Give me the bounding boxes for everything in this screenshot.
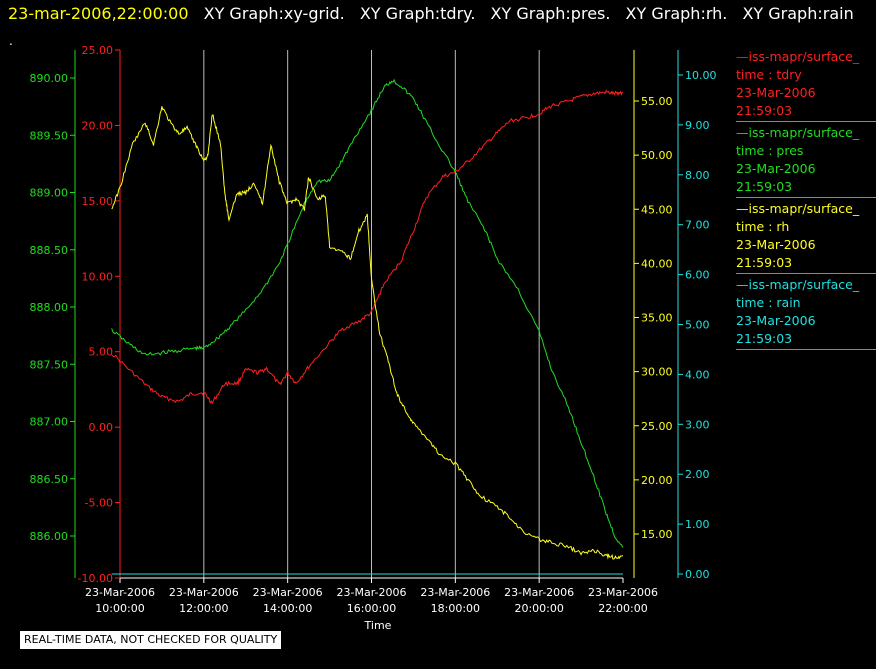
legend-entry-tdry: —iss-mapr/surface_ time : tdry 23-Mar-20… bbox=[736, 48, 876, 122]
rain-tick-label: 2.00 bbox=[685, 468, 710, 481]
tdry-tick-label: 25.00 bbox=[82, 44, 114, 57]
x-tick-label-date: 23-Mar-2006 bbox=[588, 586, 658, 599]
rain-tick-label: 7.00 bbox=[685, 219, 710, 232]
x-tick-label-date: 23-Mar-2006 bbox=[337, 586, 407, 599]
legend-pres-date: 23-Mar-2006 bbox=[736, 161, 816, 176]
x-tick-label-time: 14:00:00 bbox=[263, 602, 312, 615]
graph-timestamp: 23-mar-2006,22:00:00 bbox=[8, 4, 189, 23]
legend-rain-date: 23-Mar-2006 bbox=[736, 313, 816, 328]
rh-tick-label: 35.00 bbox=[641, 312, 673, 325]
pres-tick-label: 889.00 bbox=[30, 187, 69, 200]
rain-tick-label: 8.00 bbox=[685, 169, 710, 182]
tdry-tick-label: 15.00 bbox=[82, 195, 114, 208]
tdry-tick-label: 0.00 bbox=[89, 421, 114, 434]
rh-tick-label: 50.00 bbox=[641, 149, 673, 162]
tdry-series-line bbox=[111, 89, 623, 405]
pres-tick-label: 887.00 bbox=[30, 416, 69, 429]
legend-rh-var: time : rh bbox=[736, 219, 790, 234]
x-tick-label-time: 12:00:00 bbox=[179, 602, 228, 615]
x-tick-label-time: 22:00:00 bbox=[598, 602, 647, 615]
graph-title-tdry: XY Graph:tdry. bbox=[359, 4, 476, 23]
pres-tick-label: 890.00 bbox=[30, 72, 69, 85]
rh-tick-label: 55.00 bbox=[641, 95, 673, 108]
legend-tdry-date: 23-Mar-2006 bbox=[736, 85, 816, 100]
rh-series-line bbox=[111, 106, 624, 560]
legend-rh-date: 23-Mar-2006 bbox=[736, 237, 816, 252]
rh-tick-label: 45.00 bbox=[641, 203, 673, 216]
rain-tick-label: 3.00 bbox=[685, 418, 710, 431]
pres-tick-label: 888.50 bbox=[30, 244, 69, 257]
legend-rh-source: —iss-mapr/surface_ bbox=[736, 201, 860, 216]
graph-title-rh: XY Graph:rh. bbox=[625, 4, 728, 23]
tdry-tick-label: 10.00 bbox=[82, 270, 114, 283]
rh-tick-label: 20.00 bbox=[641, 474, 673, 487]
rain-tick-label: 10.00 bbox=[685, 69, 717, 82]
graph-title-rain: XY Graph:rain bbox=[742, 4, 854, 23]
x-tick-label-date: 23-Mar-2006 bbox=[253, 586, 323, 599]
rh-tick-label: 25.00 bbox=[641, 420, 673, 433]
tdry-tick-label: 20.00 bbox=[82, 119, 114, 132]
legend-rain-var: time : rain bbox=[736, 295, 801, 310]
legend: —iss-mapr/surface_ time : tdry 23-Mar-20… bbox=[736, 48, 876, 352]
pres-tick-label: 887.50 bbox=[30, 358, 69, 371]
axes-layer: 23-Mar-2006 10:00:00 23-Mar-2006 12:00:00 23… bbox=[30, 44, 717, 615]
graph-header: 23-mar-2006,22:00:00 XY Graph:xy-grid. X… bbox=[8, 3, 854, 25]
rain-tick-label: 6.00 bbox=[685, 269, 710, 282]
legend-rain-source: —iss-mapr/surface_ bbox=[736, 277, 860, 292]
header-marker: . bbox=[9, 34, 13, 48]
x-tick-label-time: 16:00:00 bbox=[347, 602, 396, 615]
pres-tick-label: 886.50 bbox=[30, 473, 69, 486]
tdry-tick-label: 5.00 bbox=[89, 346, 114, 359]
legend-tdry-source: —iss-mapr/surface_ bbox=[736, 49, 860, 64]
x-tick-label-time: 18:00:00 bbox=[431, 602, 480, 615]
pres-series-line bbox=[111, 78, 624, 548]
quality-disclaimer: REAL-TIME DATA, NOT CHECKED FOR QUALITY bbox=[20, 631, 282, 649]
rain-tick-label: 1.00 bbox=[685, 518, 710, 531]
legend-rh-time: 21:59:03 bbox=[736, 255, 793, 270]
rh-tick-label: 30.00 bbox=[641, 366, 673, 379]
x-tick-label-time: 20:00:00 bbox=[514, 602, 563, 615]
legend-entry-pres: —iss-mapr/surface_ time : pres 23-Mar-20… bbox=[736, 124, 876, 198]
legend-rain-time: 21:59:03 bbox=[736, 331, 793, 346]
pres-tick-label: 886.00 bbox=[30, 530, 69, 543]
pres-tick-label: 889.50 bbox=[30, 129, 69, 142]
legend-pres-var: time : pres bbox=[736, 143, 804, 158]
rain-tick-label: 9.00 bbox=[685, 119, 710, 132]
x-tick-label-date: 23-Mar-2006 bbox=[85, 586, 155, 599]
x-tick-label-date: 23-Mar-2006 bbox=[420, 586, 490, 599]
graph-title-xy-grid: XY Graph:xy-grid. bbox=[203, 4, 345, 23]
series-layer bbox=[111, 78, 624, 575]
x-axis-label: Time bbox=[364, 619, 392, 632]
tdry-tick-label: -10.00 bbox=[78, 572, 113, 585]
rain-tick-label: 5.00 bbox=[685, 319, 710, 332]
grid-layer bbox=[203, 50, 540, 578]
legend-tdry-time: 21:59:03 bbox=[736, 103, 793, 118]
legend-tdry-var: time : tdry bbox=[736, 67, 802, 82]
rh-tick-label: 40.00 bbox=[641, 257, 673, 270]
pres-tick-label: 888.00 bbox=[30, 301, 69, 314]
rh-tick-label: 15.00 bbox=[641, 528, 673, 541]
x-tick-label-date: 23-Mar-2006 bbox=[169, 586, 239, 599]
rain-tick-label: 4.00 bbox=[685, 368, 710, 381]
legend-pres-source: —iss-mapr/surface_ bbox=[736, 125, 860, 140]
legend-pres-time: 21:59:03 bbox=[736, 179, 793, 194]
x-tick-label-date: 23-Mar-2006 bbox=[504, 586, 574, 599]
legend-entry-rh: —iss-mapr/surface_ time : rh 23-Mar-2006… bbox=[736, 200, 876, 274]
legend-entry-rain: —iss-mapr/surface_ time : rain 23-Mar-20… bbox=[736, 276, 876, 350]
rain-tick-label: 0.00 bbox=[685, 568, 710, 581]
tdry-tick-label: -5.00 bbox=[85, 497, 113, 510]
graph-title-pres: XY Graph:pres. bbox=[490, 4, 611, 23]
x-tick-label-time: 10:00:00 bbox=[95, 602, 144, 615]
